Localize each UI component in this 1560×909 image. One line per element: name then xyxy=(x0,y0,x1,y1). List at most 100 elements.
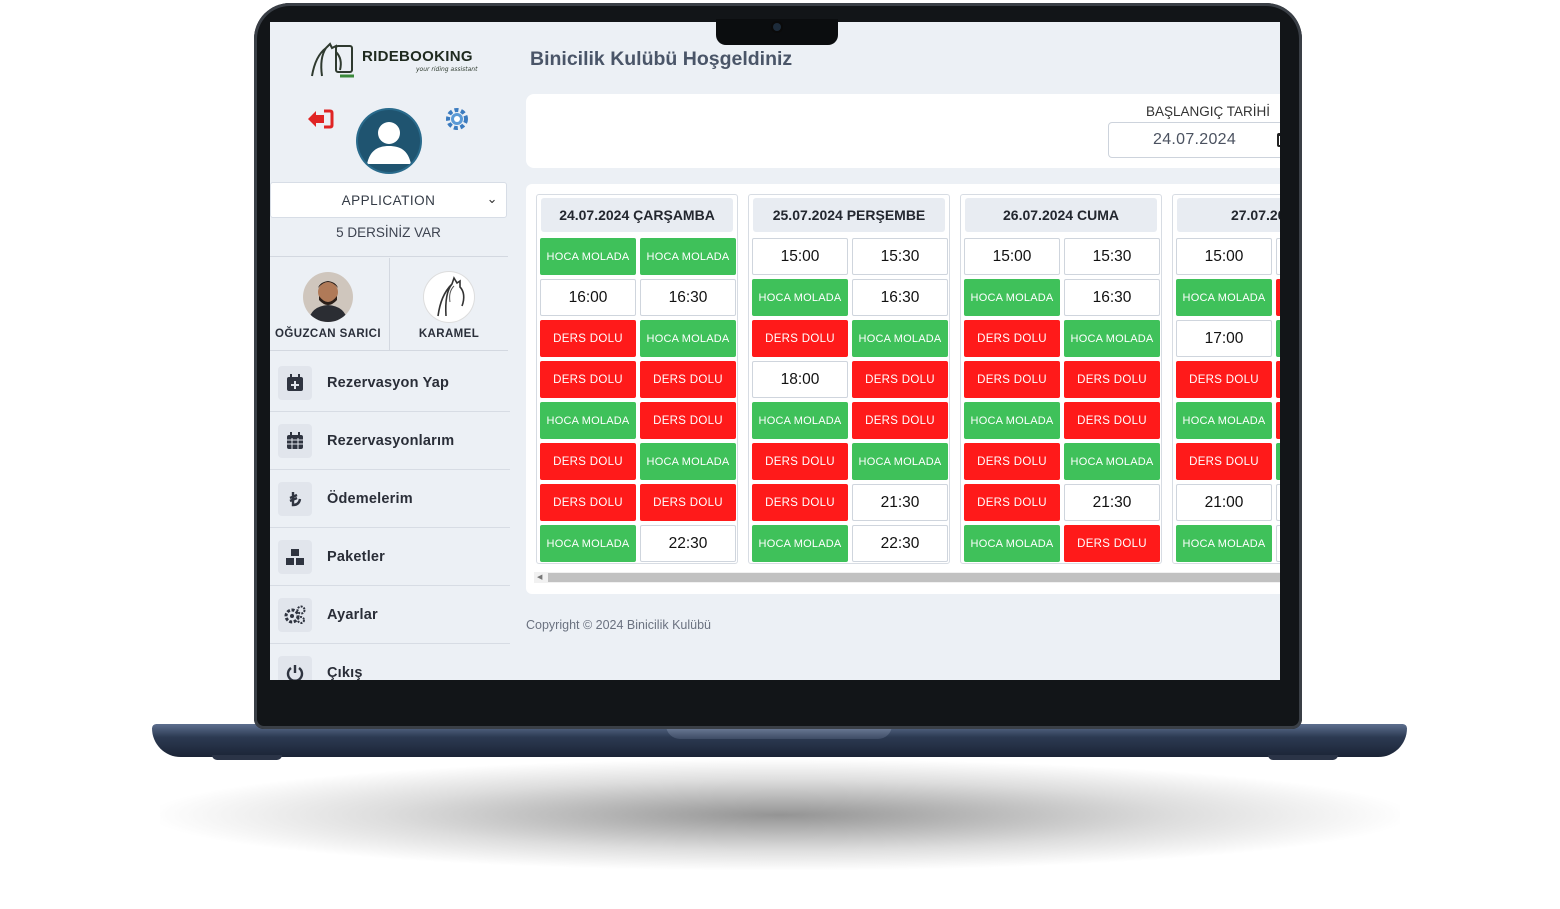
time-slot[interactable] xyxy=(1276,484,1280,521)
time-slot[interactable]: 15:30 xyxy=(1064,238,1160,275)
menu-label: Rezervasyon Yap xyxy=(327,374,450,391)
full-slot: DERS DOLU xyxy=(1064,402,1160,439)
laptop-shadow xyxy=(160,760,1400,870)
brand-logo[interactable]: RIDEBOOKING your riding assistant xyxy=(306,40,486,80)
camera-icon xyxy=(773,23,781,31)
lesson-count: 5 DERSİNİZ VAR xyxy=(336,225,441,240)
full-slot xyxy=(1276,361,1280,398)
menu-item-rezervasyonlarim[interactable]: Rezervasyonlarım xyxy=(270,412,510,470)
calendar-grid-icon xyxy=(278,423,312,458)
calendar-icon[interactable] xyxy=(1277,133,1280,147)
time-slot[interactable] xyxy=(1276,525,1280,562)
application-select[interactable]: APPLICATION ⌄ xyxy=(270,182,507,218)
full-slot: DERS DOLU xyxy=(852,402,948,439)
settings-gear-icon[interactable] xyxy=(444,106,470,132)
time-slot[interactable]: 16:30 xyxy=(1064,279,1160,316)
schedule-card: 24.07.2024 ÇARŞAMBA HOCA MOLADA HOCA MOLAD… xyxy=(526,184,1280,594)
full-slot xyxy=(1276,279,1280,316)
break-slot: HOCA MOLADA xyxy=(1064,443,1160,480)
time-slot[interactable]: 17:00 xyxy=(1176,320,1272,357)
divider xyxy=(270,256,508,257)
time-slot[interactable]: 15:00 xyxy=(1176,238,1272,275)
time-slot[interactable]: 21:30 xyxy=(852,484,948,521)
full-slot: DERS DOLU xyxy=(964,361,1060,398)
full-slot: DERS DOLU xyxy=(852,361,948,398)
time-slot[interactable]: 15:00 xyxy=(752,238,848,275)
calendar-plus-icon xyxy=(278,365,312,400)
time-slot[interactable]: 16:00 xyxy=(540,279,636,316)
rider-photo xyxy=(303,272,353,322)
day-header: 26.07.2024 CUMA xyxy=(965,198,1157,232)
divider-vertical xyxy=(389,258,390,350)
day-column: 25.07.2024 PERŞEMBE 15:00 15:30 HOCA MOLADA… xyxy=(748,194,950,564)
full-slot: DERS DOLU xyxy=(540,484,636,521)
time-slot[interactable]: 18:00 xyxy=(752,361,848,398)
logout-icon[interactable] xyxy=(306,108,334,130)
day-header: 24.07.2024 ÇARŞAMBA xyxy=(541,198,733,232)
day-header: 27.07.2024 C xyxy=(1177,198,1280,232)
time-slot[interactable]: 15:00 xyxy=(964,238,1060,275)
menu-label: Paketler xyxy=(327,548,386,565)
break-slot: HOCA MOLADA xyxy=(852,320,948,357)
break-slot: HOCA MOLADA xyxy=(1176,525,1272,562)
time-slot[interactable]: 22:30 xyxy=(640,525,736,562)
gears-icon xyxy=(278,597,312,632)
break-slot: HOCA MOLADA xyxy=(964,525,1060,562)
full-slot: DERS DOLU xyxy=(752,484,848,521)
power-icon xyxy=(278,656,312,680)
time-slot[interactable]: 15:30 xyxy=(852,238,948,275)
menu-item-paketler[interactable]: Paketler xyxy=(270,528,510,586)
start-date-label: BAŞLANGIÇ TARİHİ xyxy=(1146,104,1271,119)
start-date-value: 24.07.2024 xyxy=(1153,131,1237,148)
break-slot: HOCA MOLADA xyxy=(540,238,636,275)
brand-name: RIDEBOOKING xyxy=(362,48,473,65)
time-slot[interactable]: 16:30 xyxy=(852,279,948,316)
full-slot: DERS DOLU xyxy=(1176,361,1272,398)
lira-icon xyxy=(278,481,312,516)
full-slot: DERS DOLU xyxy=(540,320,636,357)
break-slot: HOCA MOLADA xyxy=(1176,279,1272,316)
laptop-foot-left xyxy=(212,755,282,760)
menu-item-ayarlar[interactable]: Ayarlar xyxy=(270,586,510,644)
day-column: 24.07.2024 ÇARŞAMBA HOCA MOLADA HOCA MOLAD… xyxy=(536,194,738,564)
full-slot: DERS DOLU xyxy=(640,402,736,439)
time-slot[interactable]: 21:30 xyxy=(1064,484,1160,521)
break-slot: HOCA MOLADA xyxy=(752,525,848,562)
time-slot[interactable]: 22:30 xyxy=(852,525,948,562)
menu-label: Ayarlar xyxy=(327,606,378,623)
day-header: 25.07.2024 PERŞEMBE xyxy=(753,198,945,232)
time-slot[interactable] xyxy=(1276,238,1280,275)
user-silhouette-icon xyxy=(367,122,411,164)
menu-item-odemelerim[interactable]: Ödemelerim xyxy=(270,470,510,528)
scroll-left-icon[interactable]: ◀ xyxy=(537,573,543,581)
time-slot[interactable]: 21:00 xyxy=(1176,484,1272,521)
start-date-input[interactable]: 24.07.2024 xyxy=(1108,122,1280,158)
break-slot: HOCA MOLADA xyxy=(752,279,848,316)
scrollbar-thumb[interactable] xyxy=(548,573,1280,582)
rider-profile[interactable]: OĞUZCAN SARICI xyxy=(270,272,388,340)
full-slot: DERS DOLU xyxy=(964,443,1060,480)
time-slot[interactable]: 16:30 xyxy=(640,279,736,316)
full-slot: DERS DOLU xyxy=(1176,443,1272,480)
boxes-icon xyxy=(278,539,312,574)
break-slot: HOCA MOLADA xyxy=(852,443,948,480)
horizontal-scrollbar[interactable]: ◀ xyxy=(534,572,1280,583)
menu-item-cikis[interactable]: Çıkış xyxy=(270,644,510,680)
menu-item-rezervasyon-yap[interactable]: Rezervasyon Yap xyxy=(270,354,510,412)
full-slot: DERS DOLU xyxy=(964,320,1060,357)
sidebar-menu: Rezervasyon Yap Rezervasyonlarım Ödemele… xyxy=(270,354,510,680)
menu-label: Rezervasyonlarım xyxy=(327,432,455,449)
horse-profile[interactable]: KARAMEL xyxy=(389,272,509,340)
break-slot: HOCA MOLADA xyxy=(1064,320,1160,357)
horse-name: KARAMEL xyxy=(418,328,480,340)
sidebar: RIDEBOOKING your riding assistant APPLIC… xyxy=(270,22,510,680)
rider-name: OĞUZCAN SARICI xyxy=(275,328,381,340)
page-title: Binicilik Kulübü Hoşgeldiniz xyxy=(530,48,793,70)
user-avatar[interactable] xyxy=(358,110,420,172)
main-content: Binicilik Kulübü Hoşgeldiniz BAŞLANGIÇ T… xyxy=(526,22,1280,680)
break-slot: HOCA MOLADA xyxy=(640,443,736,480)
brand-tagline: your riding assistant xyxy=(416,66,478,73)
full-slot: DERS DOLU xyxy=(640,484,736,521)
break-slot xyxy=(1276,443,1280,480)
divider xyxy=(270,350,508,351)
